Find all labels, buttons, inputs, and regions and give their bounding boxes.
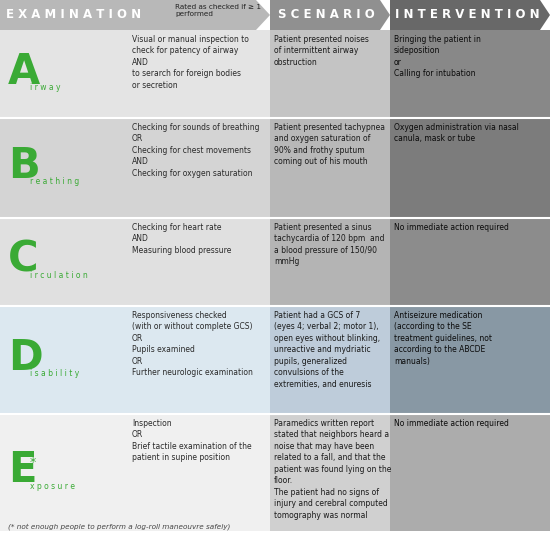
Polygon shape — [270, 0, 390, 30]
Text: *: * — [30, 456, 36, 469]
Bar — [0, 218, 270, 306]
Text: Inspection
OR
Brief tactile examination of the
patient in supine position: Inspection OR Brief tactile examination … — [132, 419, 252, 463]
Text: Paramedics written report
stated that neighbors heard a
noise that may have been: Paramedics written report stated that ne… — [274, 419, 392, 519]
Text: Patient had a GCS of 7
(eyes 4; verbal 2; motor 1),
open eyes without blinking,
: Patient had a GCS of 7 (eyes 4; verbal 2… — [274, 311, 380, 388]
Polygon shape — [0, 0, 270, 30]
Polygon shape — [390, 0, 550, 30]
Text: Checking for heart rate
AND
Measuring blood pressure: Checking for heart rate AND Measuring bl… — [132, 223, 232, 255]
Bar — [270, 218, 390, 306]
Bar — [0, 306, 270, 414]
Bar — [0, 118, 270, 218]
Text: E: E — [8, 450, 36, 492]
Text: No immediate action required: No immediate action required — [394, 223, 509, 232]
Text: C: C — [8, 239, 38, 281]
Text: Rated as checked if ≥ 1
performed: Rated as checked if ≥ 1 performed — [175, 4, 261, 17]
Bar — [0, 414, 270, 531]
Text: Oxygen administration via nasal
canula, mask or tube: Oxygen administration via nasal canula, … — [394, 123, 519, 143]
Text: Bringing the patient in
sideposition
or
Calling for intubation: Bringing the patient in sideposition or … — [394, 35, 481, 78]
Bar — [390, 414, 550, 531]
Bar — [390, 118, 550, 218]
Text: r e a t h i n g: r e a t h i n g — [30, 177, 79, 187]
Bar — [0, 30, 270, 118]
Text: I N T E R V E N T I O N: I N T E R V E N T I O N — [395, 9, 540, 22]
Text: E X A M I N A T I O N: E X A M I N A T I O N — [6, 9, 141, 22]
Bar — [270, 30, 390, 118]
Bar — [270, 414, 390, 531]
Text: Visual or manual inspection to
check for patency of airway
AND
to serarch for fo: Visual or manual inspection to check for… — [132, 35, 249, 90]
Text: Checking for sounds of breathing
OR
Checking for chest movements
AND
Checking fo: Checking for sounds of breathing OR Chec… — [132, 123, 260, 178]
Bar — [270, 306, 390, 414]
Text: i r w a y: i r w a y — [30, 83, 60, 93]
Text: Patient presented tachypnea
and oxygen saturation of
90% and frothy sputum
comin: Patient presented tachypnea and oxygen s… — [274, 123, 385, 166]
Text: i s a b i l i t y: i s a b i l i t y — [30, 370, 79, 379]
Text: S C E N A R I O: S C E N A R I O — [278, 9, 375, 22]
Text: Antiseizure medication
(according to the SE
treatment guidelines, not
according : Antiseizure medication (according to the… — [394, 311, 492, 366]
Bar — [390, 30, 550, 118]
Text: No immediate action required: No immediate action required — [394, 419, 509, 428]
Text: Responsiveness checked
(with or without complete GCS)
OR
Pupils examined
OR
Furt: Responsiveness checked (with or without … — [132, 311, 253, 377]
Text: D: D — [8, 337, 43, 379]
Text: i r c u l a t i o n: i r c u l a t i o n — [30, 272, 88, 280]
Text: Patient presented noises
of intermittent airway
obstruction: Patient presented noises of intermittent… — [274, 35, 369, 67]
Text: x p o s u r e: x p o s u r e — [30, 482, 75, 491]
Bar — [390, 218, 550, 306]
Text: A: A — [8, 51, 40, 93]
Bar — [270, 118, 390, 218]
Text: B: B — [8, 145, 40, 187]
Text: (* not enough people to perform a log-roll maneouvre safely): (* not enough people to perform a log-ro… — [8, 523, 230, 530]
Bar — [390, 306, 550, 414]
Text: Patient presented a sinus
tachycardia of 120 bpm  and
a blood pressure of 150/90: Patient presented a sinus tachycardia of… — [274, 223, 384, 266]
